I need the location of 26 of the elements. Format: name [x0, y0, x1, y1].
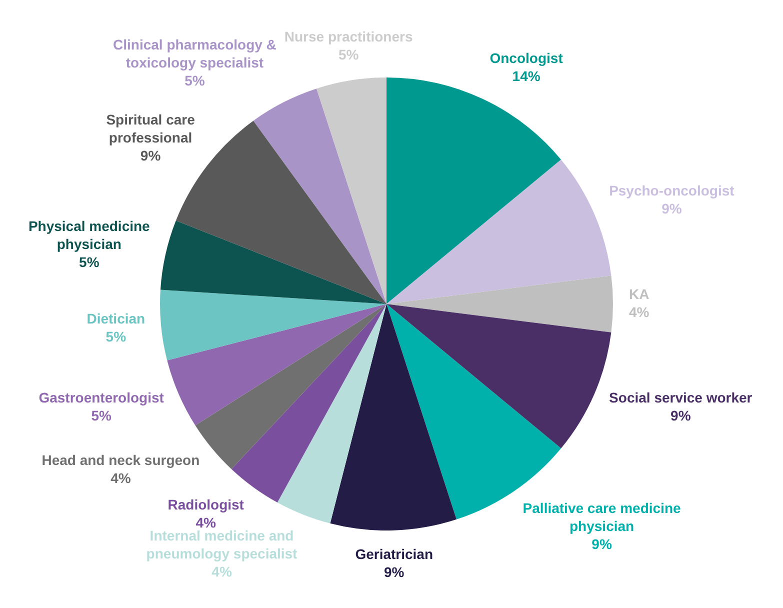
slice-label: KA [629, 286, 650, 302]
data-label: 9% [140, 148, 162, 164]
data-label: 5% [79, 254, 100, 270]
slice-label: Radiologist [168, 496, 244, 513]
data-label: 4% [629, 304, 650, 320]
data-label: 4% [110, 470, 132, 486]
slice-label: Gastroenterologist [38, 389, 164, 406]
data-label: 9% [662, 200, 682, 216]
data-label: 5% [91, 407, 112, 424]
slice-label: Dietician [86, 310, 146, 326]
slice-label: Geriatrician [355, 546, 434, 562]
data-label: 9% [670, 407, 692, 424]
slice-label: Oncologist [490, 50, 564, 66]
data-label: 9% [384, 564, 405, 580]
slice-label: Clinical pharmacology & toxicology specialist [113, 36, 276, 71]
data-label: 14% [512, 68, 541, 84]
slice-label: Spiritual care professional [106, 112, 196, 146]
data-label: 9% [592, 536, 612, 552]
slice-label: Social service worker [609, 389, 753, 406]
data-label: 5% [106, 328, 127, 344]
data-label: 5% [184, 72, 206, 89]
data-label: 4% [212, 563, 232, 580]
slice-label: Head and neck surgeon [42, 452, 200, 468]
slice-label: Palliative care medicine physician [522, 500, 681, 534]
slice-label: Psycho-oncologist [609, 182, 735, 198]
slice-label: Physical medicine physician [28, 218, 150, 252]
